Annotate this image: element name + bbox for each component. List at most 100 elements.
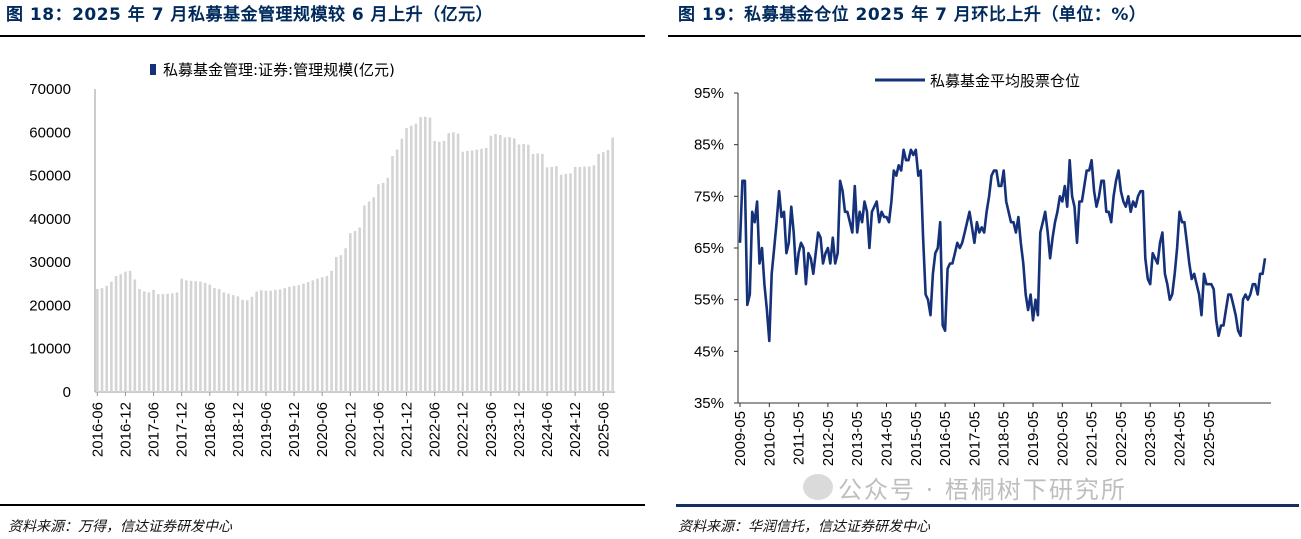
bar xyxy=(245,300,249,392)
x-tick-label: 2022-12 xyxy=(455,402,472,457)
bar xyxy=(180,278,183,392)
bar xyxy=(409,125,413,393)
bar xyxy=(152,289,155,392)
bar xyxy=(550,166,554,392)
bar xyxy=(461,151,465,392)
x-tick-label: 2016-06 xyxy=(89,402,106,457)
watermark-text: 公众号 · 梧桐树下研究所 xyxy=(838,476,1127,504)
title-rule xyxy=(668,35,1301,37)
y-tick-label: 10000 xyxy=(29,341,71,358)
panel-figure-18: 图 18：2025 年 7 月私募基金管理规模较 6 月上升（亿元） 0 1000… xyxy=(0,0,645,539)
source-rule xyxy=(676,504,1299,507)
x-tick-label: 2020-12 xyxy=(342,402,359,457)
y-tick-label: 50000 xyxy=(29,168,71,185)
bar xyxy=(475,149,479,392)
bar xyxy=(255,291,258,392)
bar xyxy=(353,230,357,392)
bar xyxy=(573,166,577,392)
x-tick-label: 2009-05 xyxy=(732,411,749,466)
bar xyxy=(423,116,427,393)
x-tick-label: 2014-05 xyxy=(879,411,896,466)
bar xyxy=(297,285,301,392)
bar xyxy=(452,132,455,392)
x-tick-label: 2022-05 xyxy=(1113,411,1130,466)
x-tick-label: 2019-12 xyxy=(286,402,303,457)
x-tick-label: 2023-05 xyxy=(1142,411,1159,466)
bar xyxy=(194,281,198,392)
x-tick-label: 2018-06 xyxy=(202,402,219,457)
bar xyxy=(527,144,530,392)
source-rule xyxy=(0,504,645,506)
bar xyxy=(189,280,193,392)
bar xyxy=(611,137,614,392)
bar xyxy=(349,233,352,392)
bar xyxy=(217,288,221,392)
bar xyxy=(569,173,572,392)
bar xyxy=(484,147,488,392)
bar xyxy=(508,137,511,392)
bar xyxy=(142,291,146,392)
bar xyxy=(274,289,277,392)
y-tick-label: 65% xyxy=(694,240,724,257)
bar xyxy=(161,294,165,392)
bar xyxy=(498,134,502,392)
y-tick-label: 85% xyxy=(694,137,724,154)
bar xyxy=(583,166,586,392)
bar xyxy=(292,285,296,392)
bar xyxy=(395,149,399,392)
bar xyxy=(278,289,282,392)
x-tick-label: 2012-05 xyxy=(820,411,837,466)
bar xyxy=(536,153,539,392)
bar xyxy=(105,285,108,392)
x-tick-label: 2021-05 xyxy=(1084,411,1101,466)
bar xyxy=(597,153,600,392)
figure-19-source: 资料来源：华润信托，信达证券研发中心 xyxy=(678,519,930,535)
bar xyxy=(541,153,544,392)
bar xyxy=(100,288,104,392)
bar xyxy=(110,281,113,392)
bar xyxy=(231,295,235,392)
bar xyxy=(512,138,516,392)
bar xyxy=(414,123,418,392)
bar-chart: 0 10000 20000 30000 40000 50000 60000 70000 2016… xyxy=(29,61,615,457)
y-tick-label: 20000 xyxy=(29,297,71,314)
x-tick-label: 2024-05 xyxy=(1172,411,1189,466)
bar xyxy=(606,150,610,392)
bar xyxy=(203,282,207,392)
bar xyxy=(480,148,483,392)
bar xyxy=(269,290,272,392)
bar xyxy=(316,278,319,392)
legend-label: 私募基金平均股票仓位 xyxy=(930,72,1080,90)
bar xyxy=(175,292,179,392)
x-tick-label: 2021-12 xyxy=(399,402,416,457)
legend-marker xyxy=(150,64,156,75)
bar xyxy=(147,292,151,392)
bar xyxy=(438,141,441,392)
x-tick-label: 2017-05 xyxy=(966,411,983,466)
x-tick-label: 2024-06 xyxy=(539,402,556,457)
bar xyxy=(456,133,460,392)
bar xyxy=(260,290,263,392)
bar xyxy=(545,167,549,392)
bar xyxy=(199,281,202,392)
x-tick-label: 2019-05 xyxy=(1025,411,1042,466)
bar xyxy=(405,127,408,392)
bar xyxy=(185,280,188,392)
bar xyxy=(358,227,361,392)
bar xyxy=(592,165,596,392)
bar xyxy=(236,296,240,392)
y-tick-label: 45% xyxy=(694,343,724,360)
bar xyxy=(128,270,132,392)
x-tick-label: 2018-12 xyxy=(230,402,247,457)
bar xyxy=(311,280,315,392)
x-tick-label: 2025-06 xyxy=(595,402,612,457)
bar xyxy=(344,248,347,392)
x-tick-label: 2022-06 xyxy=(427,402,444,457)
bar xyxy=(564,173,568,392)
bar xyxy=(325,275,329,392)
x-tick-label: 2023-06 xyxy=(483,402,500,457)
y-tick-label: 95% xyxy=(694,85,724,102)
bar xyxy=(587,166,591,392)
x-tick-label: 2023-12 xyxy=(511,402,528,457)
bar xyxy=(124,271,127,392)
